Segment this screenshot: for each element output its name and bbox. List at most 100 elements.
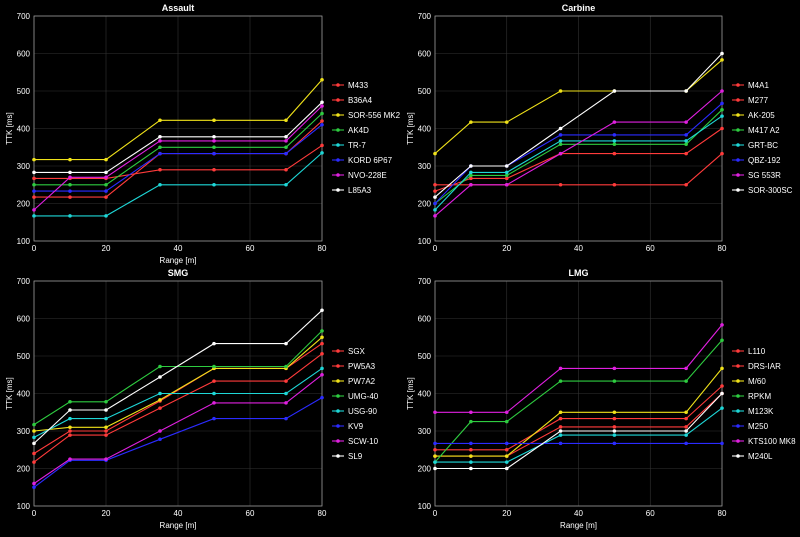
- legend-label: M417 A2: [748, 126, 780, 135]
- data-point: [158, 391, 162, 396]
- chart-3: 100 200 300 400 500 600 700 0 20 40 60 80 LMG Range […: [406, 268, 796, 530]
- legend-marker: [736, 349, 740, 353]
- data-point: [504, 447, 509, 452]
- data-point: [284, 139, 288, 143]
- x-tick-label: 60: [646, 244, 655, 253]
- data-point: [212, 391, 216, 396]
- chart-title: SMG: [168, 268, 189, 278]
- series-kts100-mk8: [433, 323, 724, 415]
- x-tick-label: 20: [502, 509, 511, 518]
- legend-label: SOR-556 MK2: [348, 111, 401, 120]
- data-point: [558, 429, 563, 433]
- data-point: [68, 170, 72, 175]
- legend-item: DRS-IAR: [732, 362, 781, 371]
- data-point: [320, 77, 324, 82]
- data-point: [684, 133, 688, 137]
- data-point: [684, 379, 688, 383]
- series-rpkm: [433, 338, 724, 464]
- chart-0: 100 200 300 400 500 600 700 0 20 40 60 80 Assault Ran…: [5, 3, 401, 265]
- data-point: [684, 433, 688, 437]
- data-point: [212, 341, 216, 346]
- data-point: [433, 189, 437, 193]
- data-point: [284, 134, 288, 139]
- series-drs-iar: [433, 384, 724, 452]
- data-point: [104, 433, 108, 437]
- data-point: [32, 182, 36, 187]
- data-point: [32, 429, 36, 433]
- legend-item: M/60: [732, 377, 766, 386]
- series-scw-10: [32, 372, 324, 486]
- legend-label: M277: [748, 96, 769, 105]
- data-point: [68, 175, 72, 180]
- legend-label: KV9: [348, 422, 364, 431]
- data-point: [612, 120, 617, 124]
- legend-marker: [736, 424, 740, 428]
- legend-item: PW5A3: [332, 362, 376, 371]
- legend-label: SG 553R: [748, 171, 781, 180]
- legend-item: M240L: [732, 452, 773, 461]
- data-point: [320, 104, 324, 108]
- series-sor-556-mk2: [32, 77, 324, 162]
- data-point: [469, 173, 473, 178]
- data-point: [684, 120, 688, 124]
- data-point: [504, 176, 509, 181]
- data-point: [68, 399, 72, 404]
- y-tick-label: 400: [17, 390, 31, 399]
- legend-item: KTS100 MK8: [732, 437, 796, 446]
- data-point: [284, 151, 288, 156]
- legend-item: AK4D: [332, 126, 369, 135]
- data-point: [433, 441, 437, 446]
- legend-marker: [736, 188, 740, 192]
- data-point: [684, 441, 688, 446]
- data-point: [433, 466, 437, 471]
- data-point: [684, 366, 688, 371]
- data-point: [212, 145, 216, 150]
- data-point: [158, 364, 162, 369]
- data-point: [104, 189, 108, 193]
- data-point: [469, 410, 473, 415]
- data-point: [684, 89, 688, 93]
- data-point: [320, 308, 324, 313]
- data-point: [612, 142, 617, 147]
- data-point: [720, 391, 724, 396]
- data-point: [504, 410, 509, 415]
- data-point: [558, 126, 563, 131]
- legend-label: GRT-BC: [748, 141, 778, 150]
- data-point: [558, 151, 563, 156]
- x-tick-label: 20: [502, 244, 511, 253]
- data-point: [104, 457, 108, 461]
- legend-item: AK-205: [732, 111, 775, 120]
- legend-marker: [736, 83, 740, 87]
- legend-label: UMG-40: [348, 392, 379, 401]
- data-point: [720, 51, 724, 56]
- data-point: [433, 151, 437, 156]
- data-point: [32, 441, 36, 446]
- y-tick-label: 300: [418, 162, 432, 171]
- legend-label: SCW-10: [348, 437, 379, 446]
- data-point: [212, 416, 216, 421]
- x-axis-label: Range [m]: [560, 521, 597, 530]
- legend-label: SL9: [348, 452, 363, 461]
- legend-item: M123K: [732, 407, 774, 416]
- data-point: [68, 408, 72, 412]
- data-point: [212, 118, 216, 123]
- y-tick-label: 500: [418, 352, 432, 361]
- data-point: [320, 351, 324, 356]
- legend-marker: [336, 173, 340, 177]
- series-m250: [433, 441, 724, 446]
- y-tick-label: 700: [418, 12, 432, 21]
- data-point: [68, 182, 72, 187]
- data-point: [68, 189, 72, 193]
- data-point: [469, 466, 473, 471]
- legend-item: PW7A2: [332, 377, 376, 386]
- legend-marker: [336, 379, 340, 383]
- data-point: [284, 364, 288, 369]
- legend-marker: [336, 394, 340, 398]
- data-point: [469, 447, 473, 452]
- y-tick-label: 200: [17, 465, 31, 474]
- legend-label: PW5A3: [348, 362, 376, 371]
- data-point: [32, 422, 36, 427]
- data-point: [612, 89, 617, 93]
- data-point: [284, 145, 288, 150]
- data-point: [433, 447, 437, 452]
